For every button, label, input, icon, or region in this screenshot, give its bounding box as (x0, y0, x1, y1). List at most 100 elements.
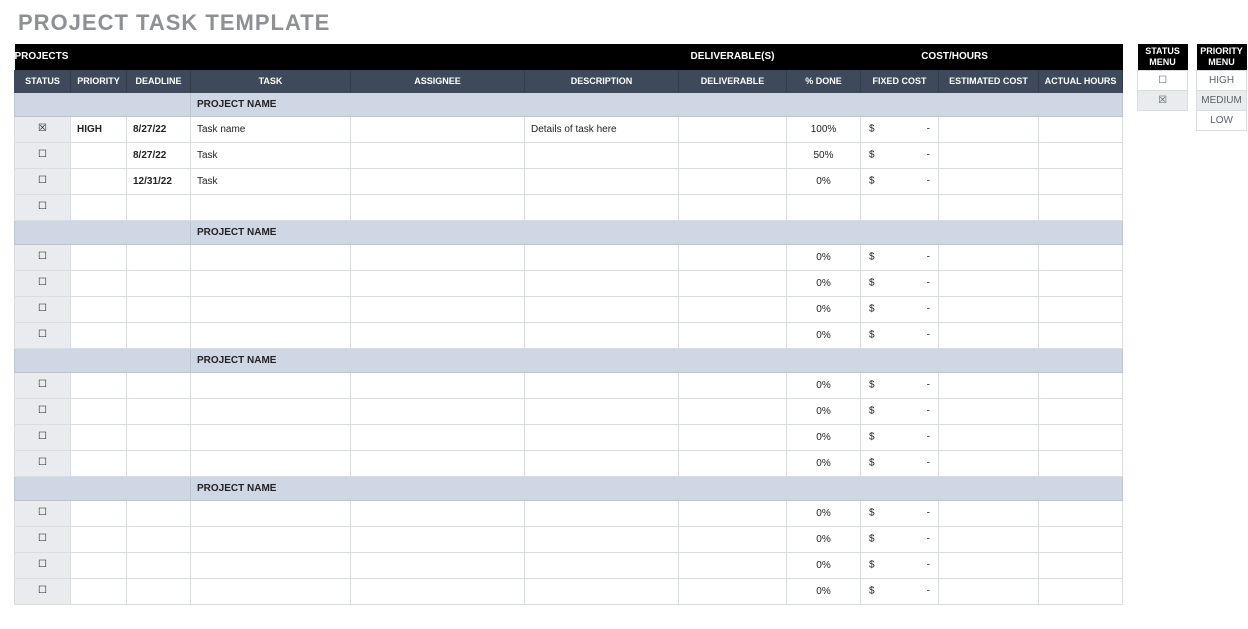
deliverable-cell[interactable] (679, 142, 787, 168)
status-menu-item[interactable]: ☐ (1138, 70, 1188, 90)
status-checkbox[interactable]: ☐ (15, 424, 71, 450)
priority-cell[interactable] (71, 142, 127, 168)
deliverable-cell[interactable] (679, 450, 787, 476)
percent-done-cell[interactable]: 0% (787, 578, 861, 604)
priority-cell[interactable] (71, 322, 127, 348)
percent-done-cell[interactable]: 0% (787, 552, 861, 578)
description-cell[interactable] (525, 244, 679, 270)
percent-done-cell[interactable]: 0% (787, 372, 861, 398)
deadline-cell[interactable]: 8/27/22 (127, 142, 191, 168)
description-cell[interactable]: Details of task here (525, 116, 679, 142)
assignee-cell[interactable] (351, 116, 525, 142)
estimated-cost-cell[interactable] (939, 398, 1039, 424)
actual-hours-cell[interactable] (1039, 244, 1123, 270)
percent-done-cell[interactable]: 50% (787, 142, 861, 168)
assignee-cell[interactable] (351, 372, 525, 398)
task-cell[interactable]: Task (191, 168, 351, 194)
deliverable-cell[interactable] (679, 372, 787, 398)
estimated-cost-cell[interactable] (939, 142, 1039, 168)
estimated-cost-cell[interactable] (939, 500, 1039, 526)
description-cell[interactable] (525, 194, 679, 220)
fixed-cost-cell[interactable]: $- (861, 552, 939, 578)
deadline-cell[interactable] (127, 526, 191, 552)
task-cell[interactable] (191, 270, 351, 296)
priority-cell[interactable] (71, 398, 127, 424)
deliverable-cell[interactable] (679, 168, 787, 194)
deliverable-cell[interactable] (679, 116, 787, 142)
assignee-cell[interactable] (351, 398, 525, 424)
priority-cell[interactable] (71, 168, 127, 194)
deliverable-cell[interactable] (679, 296, 787, 322)
estimated-cost-cell[interactable] (939, 270, 1039, 296)
fixed-cost-cell[interactable]: $- (861, 526, 939, 552)
deadline-cell[interactable] (127, 424, 191, 450)
percent-done-cell[interactable]: 100% (787, 116, 861, 142)
fixed-cost-cell[interactable]: $- (861, 244, 939, 270)
status-checkbox[interactable]: ☒ (15, 116, 71, 142)
deliverable-cell[interactable] (679, 424, 787, 450)
description-cell[interactable] (525, 168, 679, 194)
task-cell[interactable] (191, 194, 351, 220)
priority-cell[interactable] (71, 194, 127, 220)
priority-cell[interactable] (71, 296, 127, 322)
deadline-cell[interactable] (127, 270, 191, 296)
assignee-cell[interactable] (351, 424, 525, 450)
deadline-cell[interactable]: 12/31/22 (127, 168, 191, 194)
fixed-cost-cell[interactable]: $- (861, 270, 939, 296)
priority-cell[interactable] (71, 578, 127, 604)
percent-done-cell[interactable]: 0% (787, 168, 861, 194)
description-cell[interactable] (525, 322, 679, 348)
fixed-cost-cell[interactable]: $- (861, 578, 939, 604)
task-cell[interactable] (191, 578, 351, 604)
estimated-cost-cell[interactable] (939, 168, 1039, 194)
actual-hours-cell[interactable] (1039, 142, 1123, 168)
actual-hours-cell[interactable] (1039, 116, 1123, 142)
percent-done-cell[interactable]: 0% (787, 450, 861, 476)
deliverable-cell[interactable] (679, 526, 787, 552)
estimated-cost-cell[interactable] (939, 526, 1039, 552)
percent-done-cell[interactable]: 0% (787, 322, 861, 348)
task-cell[interactable] (191, 372, 351, 398)
estimated-cost-cell[interactable] (939, 372, 1039, 398)
status-checkbox[interactable]: ☐ (15, 552, 71, 578)
priority-menu-item[interactable]: LOW (1197, 110, 1247, 130)
deliverable-cell[interactable] (679, 552, 787, 578)
priority-cell[interactable] (71, 500, 127, 526)
task-cell[interactable] (191, 244, 351, 270)
status-checkbox[interactable]: ☐ (15, 450, 71, 476)
deadline-cell[interactable] (127, 398, 191, 424)
task-cell[interactable]: Task (191, 142, 351, 168)
fixed-cost-cell[interactable]: $- (861, 372, 939, 398)
estimated-cost-cell[interactable] (939, 116, 1039, 142)
task-cell[interactable] (191, 552, 351, 578)
description-cell[interactable] (525, 424, 679, 450)
fixed-cost-cell[interactable]: $- (861, 500, 939, 526)
deadline-cell[interactable] (127, 500, 191, 526)
task-cell[interactable]: Task name (191, 116, 351, 142)
fixed-cost-cell[interactable]: $- (861, 142, 939, 168)
priority-cell[interactable] (71, 450, 127, 476)
deliverable-cell[interactable] (679, 322, 787, 348)
fixed-cost-cell[interactable]: $- (861, 398, 939, 424)
status-checkbox[interactable]: ☐ (15, 372, 71, 398)
deadline-cell[interactable] (127, 194, 191, 220)
actual-hours-cell[interactable] (1039, 372, 1123, 398)
task-cell[interactable] (191, 322, 351, 348)
description-cell[interactable] (525, 500, 679, 526)
description-cell[interactable] (525, 398, 679, 424)
description-cell[interactable] (525, 372, 679, 398)
status-checkbox[interactable]: ☐ (15, 500, 71, 526)
deadline-cell[interactable] (127, 322, 191, 348)
status-checkbox[interactable]: ☐ (15, 142, 71, 168)
deadline-cell[interactable]: 8/27/22 (127, 116, 191, 142)
status-checkbox[interactable]: ☐ (15, 398, 71, 424)
percent-done-cell[interactable]: 0% (787, 424, 861, 450)
percent-done-cell[interactable]: 0% (787, 296, 861, 322)
assignee-cell[interactable] (351, 578, 525, 604)
fixed-cost-cell[interactable]: $- (861, 116, 939, 142)
project-name-label[interactable]: PROJECT NAME (191, 348, 1123, 372)
task-cell[interactable] (191, 500, 351, 526)
status-checkbox[interactable]: ☐ (15, 296, 71, 322)
assignee-cell[interactable] (351, 450, 525, 476)
status-checkbox[interactable]: ☐ (15, 322, 71, 348)
